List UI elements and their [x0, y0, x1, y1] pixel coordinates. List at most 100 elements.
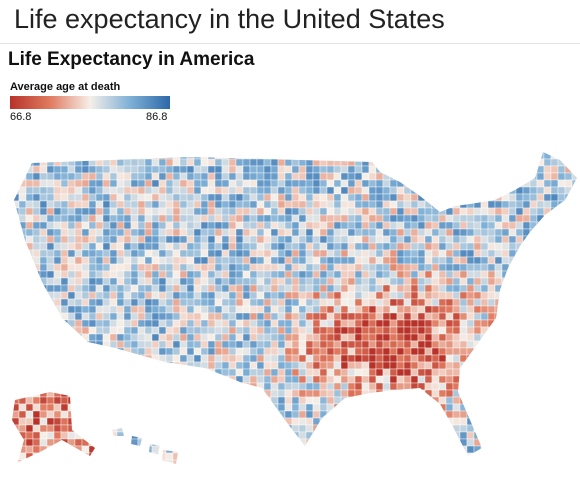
county-tile	[103, 467, 110, 474]
map-title: Life Expectancy in America	[8, 49, 255, 70]
county-tile	[270, 152, 279, 160]
county-tile	[88, 186, 97, 195]
county-tile	[214, 214, 223, 223]
county-tile	[186, 228, 195, 237]
county-tile	[368, 319, 377, 328]
county-tile	[326, 368, 335, 377]
county-tile	[459, 438, 468, 447]
county-tile	[298, 452, 307, 461]
county-tile	[536, 165, 545, 174]
county-tile	[39, 305, 48, 314]
county-tile	[473, 291, 482, 300]
county-tile	[550, 410, 559, 419]
county-tile	[291, 242, 300, 251]
county-tile	[529, 291, 538, 300]
county-tile	[319, 165, 328, 174]
county-tile	[438, 452, 447, 461]
county-tile	[74, 284, 83, 293]
county-tile	[410, 165, 419, 174]
county-tile	[89, 467, 96, 474]
county-tile	[193, 263, 202, 272]
county-tile	[207, 221, 216, 230]
county-tile	[515, 361, 524, 370]
county-tile	[522, 382, 531, 391]
county-tile	[389, 235, 398, 244]
county-tile	[263, 452, 272, 461]
county-tile	[270, 340, 279, 349]
county-tile	[515, 417, 524, 426]
county-tile	[32, 200, 41, 209]
county-tile	[396, 249, 405, 258]
county-tile	[53, 235, 62, 244]
county-tile	[12, 179, 20, 188]
county-tile	[312, 221, 321, 230]
county-tile	[452, 403, 461, 412]
county-tile	[235, 277, 244, 286]
county-tile	[12, 459, 13, 464]
county-tile	[116, 431, 125, 440]
county-tile	[438, 424, 447, 433]
county-tile	[207, 347, 216, 356]
county-tile	[368, 235, 377, 244]
county-tile	[515, 319, 524, 328]
county-tile	[144, 382, 153, 391]
county-tile	[242, 200, 251, 209]
county-tile	[361, 200, 370, 209]
county-tile	[277, 221, 286, 230]
county-tile	[361, 277, 370, 286]
county-tile	[473, 326, 482, 335]
county-tile	[466, 354, 475, 363]
county-tile	[305, 291, 314, 300]
county-tile	[557, 221, 566, 230]
county-tile	[389, 375, 398, 384]
county-tile	[382, 165, 391, 174]
county-tile	[207, 326, 216, 335]
county-tile	[452, 354, 461, 363]
county-tile	[186, 368, 195, 377]
county-tile	[32, 340, 41, 349]
county-tile	[214, 445, 223, 454]
county-tile	[543, 214, 552, 223]
county-tile	[298, 354, 307, 363]
county-tile	[508, 158, 517, 167]
county-tile	[326, 340, 335, 349]
county-tile	[102, 410, 111, 419]
county-tile	[431, 152, 440, 160]
county-tile	[368, 270, 377, 279]
county-tile	[179, 221, 188, 230]
county-tile	[333, 291, 342, 300]
county-tile	[564, 403, 573, 412]
county-tile	[389, 152, 398, 160]
county-tile	[529, 193, 538, 202]
county-tile	[200, 417, 209, 426]
county-tile	[347, 256, 356, 265]
county-tile	[53, 207, 62, 216]
county-tile	[466, 333, 475, 342]
county-tile	[375, 214, 384, 223]
county-tile	[74, 298, 83, 307]
county-tile	[74, 270, 83, 279]
county-tile	[263, 424, 272, 433]
county-tile	[123, 368, 132, 377]
county-tile	[228, 277, 237, 286]
county-tile	[515, 235, 524, 244]
county-tile	[557, 319, 566, 328]
county-tile	[298, 172, 307, 181]
county-tile	[466, 326, 475, 335]
county-tile	[446, 467, 453, 474]
county-tile	[382, 403, 391, 412]
county-tile	[123, 396, 132, 405]
county-tile	[74, 445, 83, 454]
county-tile	[25, 256, 34, 265]
county-tile	[424, 152, 433, 153]
county-tile	[186, 242, 195, 251]
county-tile	[158, 214, 167, 223]
county-tile	[249, 333, 258, 342]
county-tile	[12, 368, 13, 377]
county-tile	[172, 235, 181, 244]
county-tile	[256, 256, 265, 265]
county-tile	[53, 438, 62, 447]
county-tile	[256, 396, 265, 405]
county-tile	[221, 284, 230, 293]
county-tile	[81, 403, 90, 412]
